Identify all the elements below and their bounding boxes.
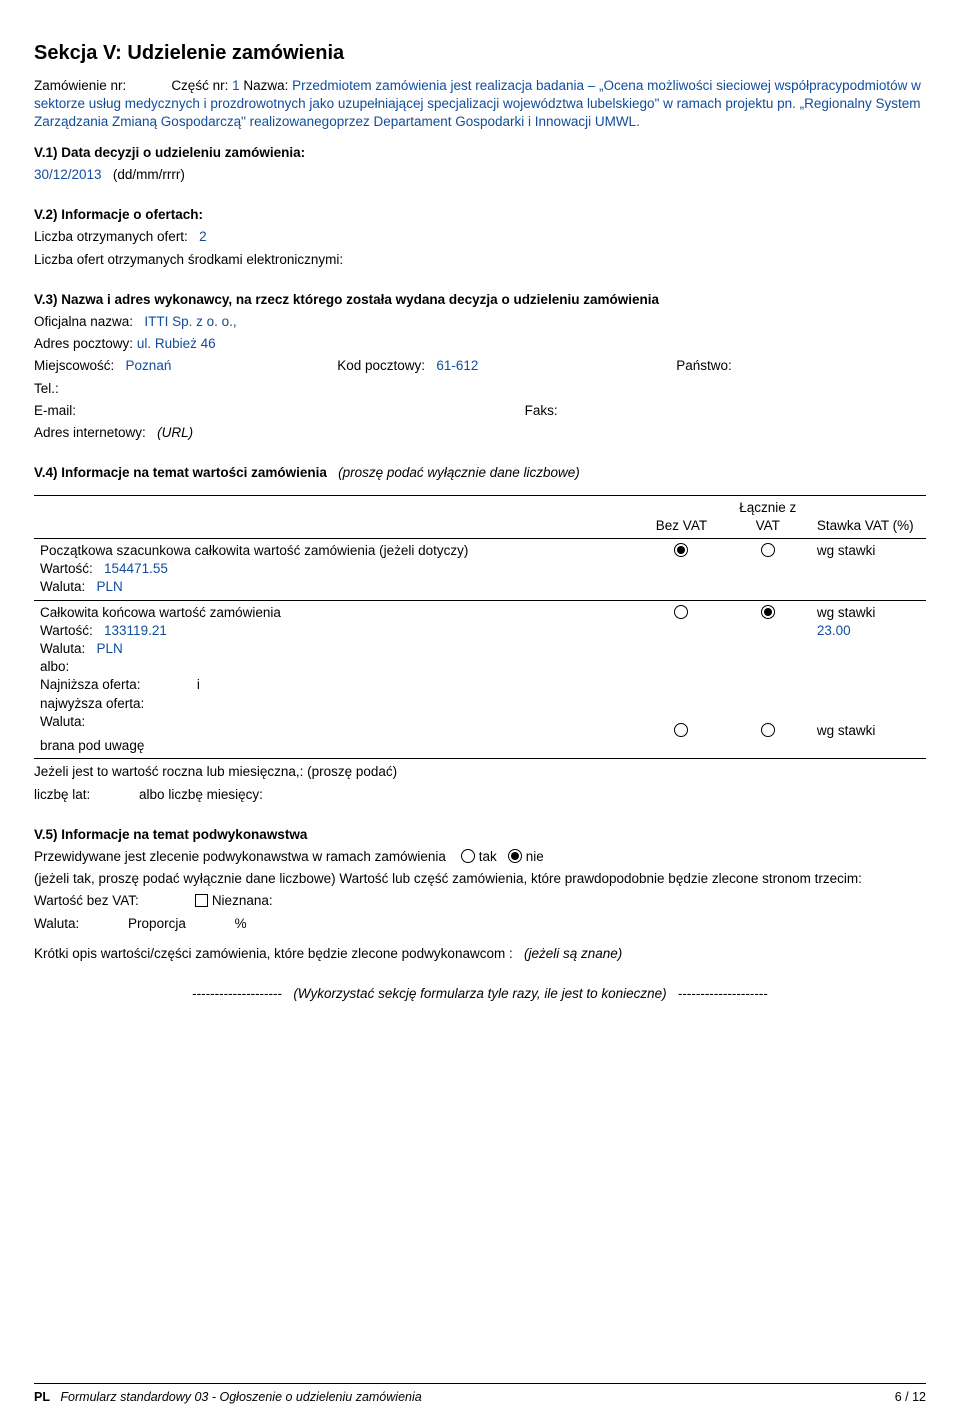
v3-zip-label: Kod pocztowy: <box>337 358 425 373</box>
v3-official-label: Oficjalna nazwa: <box>34 314 133 329</box>
currency-label: Waluta: <box>40 579 85 594</box>
v3-zip: 61-612 <box>436 358 478 373</box>
footer-lang: PL <box>34 1390 50 1404</box>
name-text: Przedmiotem zamówienia jest realizacja b… <box>34 78 921 129</box>
v3-city-label: Miejscowość: <box>34 358 114 373</box>
v3-official: ITTI Sp. z o. o., <box>144 314 236 329</box>
taken-label: brana pod uwagę <box>40 737 632 755</box>
or-label: albo: <box>40 658 632 676</box>
v5-unknown-checkbox[interactable] <box>195 894 208 907</box>
repeat-dash-pre: -------------------- <box>192 986 282 1001</box>
row3-zvat-radio[interactable] <box>761 723 775 737</box>
v5-proportion-label: Proporcja <box>128 916 186 931</box>
v5-sub-label: Przewidywane jest zlecenie podwykonawstw… <box>34 849 446 864</box>
v5-currency-label: Waluta: <box>34 916 79 931</box>
row1-rate: wg stawki <box>811 538 926 600</box>
row2-currency: PLN <box>97 641 123 656</box>
lowest-label: Najniższa oferta: <box>40 677 141 692</box>
row2-zvat-radio[interactable] <box>761 605 775 619</box>
order-nr-label: Zamówienie nr: <box>34 78 126 93</box>
col-bez-vat: Bez VAT <box>638 495 724 538</box>
v3-country-label: Państwo: <box>676 357 926 375</box>
yearly-label: Jeżeli jest to wartość roczna lub miesię… <box>34 763 926 781</box>
v1-heading: V.1) Data decyzji o udzieleniu zamówieni… <box>34 144 926 162</box>
row3-rate: wg stawki <box>817 722 920 740</box>
row1-bezvat-radio[interactable] <box>674 543 688 557</box>
col-stawka: Stawka VAT (%) <box>811 495 926 538</box>
v5-heading: V.5) Informacje na temat podwykonawstwa <box>34 826 926 844</box>
v5-percent: % <box>235 916 247 931</box>
v3-heading: V.3) Nazwa i adres wykonawcy, na rzecz k… <box>34 291 926 309</box>
row1-currency: PLN <box>97 579 123 594</box>
v1-date: 30/12/2013 <box>34 167 102 182</box>
order-header: Zamówienie nr: Część nr: 1 Nazwa: Przedm… <box>34 77 926 132</box>
v2-count: 2 <box>199 229 207 244</box>
footer-page: 6 / 12 <box>895 1389 926 1406</box>
row2-label: Całkowita końcowa wartość zamówienia <box>40 604 632 622</box>
v3-tel-label: Tel.: <box>34 380 926 398</box>
currency-label-3: Waluta: <box>40 713 632 731</box>
col-lacznie: Łącznie z VAT <box>725 495 811 538</box>
row2-bezvat-radio[interactable] <box>674 605 688 619</box>
v2-electronic-label: Liczba ofert otrzymanych środkami elektr… <box>34 251 926 269</box>
v5-short-desc-label: Krótki opis wartości/części zamówienia, … <box>34 946 513 961</box>
repeat-note: (Wykorzystać sekcję formularza tyle razy… <box>293 986 666 1001</box>
v1-date-hint: (dd/mm/rrrr) <box>113 167 185 182</box>
v5-no: nie <box>526 849 544 864</box>
value-label: Wartość: <box>40 623 93 638</box>
v5-value-novat-label: Wartość bez VAT: <box>34 893 139 908</box>
and-label: i <box>197 677 200 692</box>
repeat-dash-post: -------------------- <box>678 986 768 1001</box>
v3-www-label: Adres internetowy: <box>34 425 146 440</box>
v2-heading: V.2) Informacje o ofertach: <box>34 206 926 224</box>
part-label: Część nr: <box>171 78 228 93</box>
row1-label: Początkowa szacunkowa całkowita wartość … <box>40 542 632 560</box>
v5-short-desc-hint: (jeżeli są znane) <box>524 946 622 961</box>
v4-heading-hint: (proszę podać wyłącznie dane liczbowe) <box>338 465 580 480</box>
v4-table: Bez VAT Łącznie z VAT Stawka VAT (%) Poc… <box>34 495 926 760</box>
row2-rate-val: 23.00 <box>817 622 920 640</box>
v3-postal-label: Adres pocztowy: <box>34 336 133 351</box>
v3-email-label: E-mail: <box>34 402 525 420</box>
footer-title: Formularz standardowy 03 - Ogłoszenie o … <box>60 1390 421 1404</box>
name-label: Nazwa: <box>243 78 288 93</box>
v5-unknown-label: Nieznana: <box>212 893 273 908</box>
v3-postal: ul. Rubież 46 <box>137 336 216 351</box>
years-label: liczbę lat: <box>34 787 90 802</box>
v5-cond: (jeżeli tak, proszę podać wyłącznie dane… <box>34 870 926 888</box>
row2-value: 133119.21 <box>104 623 167 638</box>
v2-count-label: Liczba otrzymanych ofert: <box>34 229 188 244</box>
currency-label: Waluta: <box>40 641 85 656</box>
highest-label: najwyższa oferta: <box>40 695 632 713</box>
v5-yes: tak <box>479 849 497 864</box>
v5-yes-radio[interactable] <box>461 849 475 863</box>
v4-heading: V.4) Informacje na temat wartości zamówi… <box>34 465 327 480</box>
row1-zvat-radio[interactable] <box>761 543 775 557</box>
v3-city: Poznań <box>126 358 172 373</box>
part-nr: 1 <box>232 78 240 93</box>
page-footer: PL Formularz standardowy 03 - Ogłoszenie… <box>34 1389 926 1406</box>
section-title: Sekcja V: Udzielenie zamówienia <box>34 40 926 67</box>
v3-www-hint: (URL) <box>157 425 193 440</box>
row2-rate: wg stawki <box>817 604 920 622</box>
v5-no-radio[interactable] <box>508 849 522 863</box>
value-label: Wartość: <box>40 561 93 576</box>
v3-fax-label: Faks: <box>525 402 926 420</box>
row1-value: 154471.55 <box>104 561 168 576</box>
months-label: albo liczbę miesięcy: <box>139 787 263 802</box>
row3-bezvat-radio[interactable] <box>674 723 688 737</box>
